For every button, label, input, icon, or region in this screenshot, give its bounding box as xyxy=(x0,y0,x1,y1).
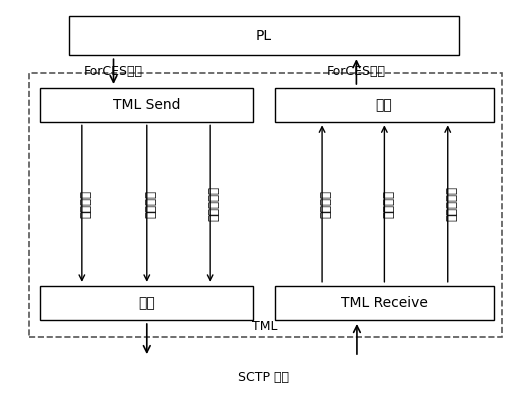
Bar xyxy=(69,16,459,55)
Text: TML Send: TML Send xyxy=(113,98,180,112)
Bar xyxy=(40,88,253,122)
Bar xyxy=(40,286,253,320)
Text: TML Receive: TML Receive xyxy=(341,296,428,310)
Bar xyxy=(275,286,494,320)
Bar xyxy=(29,73,502,337)
Bar xyxy=(275,88,494,122)
Text: SCTP 网络: SCTP 网络 xyxy=(239,371,289,384)
Text: 控制消息: 控制消息 xyxy=(320,190,333,217)
Text: 控制消息: 控制消息 xyxy=(80,190,92,217)
Text: 事件消息: 事件消息 xyxy=(382,190,395,217)
Text: ForCES消息: ForCES消息 xyxy=(84,65,143,78)
Text: ForCES消息: ForCES消息 xyxy=(327,65,386,78)
Text: 重定向消息: 重定向消息 xyxy=(208,186,221,221)
Text: 重定向消息: 重定向消息 xyxy=(446,186,458,221)
Text: PL: PL xyxy=(256,29,272,43)
Text: TML: TML xyxy=(252,319,278,333)
Text: 事件消息: 事件消息 xyxy=(145,190,157,217)
Text: 调度: 调度 xyxy=(138,296,155,310)
Text: 调度: 调度 xyxy=(376,98,392,112)
